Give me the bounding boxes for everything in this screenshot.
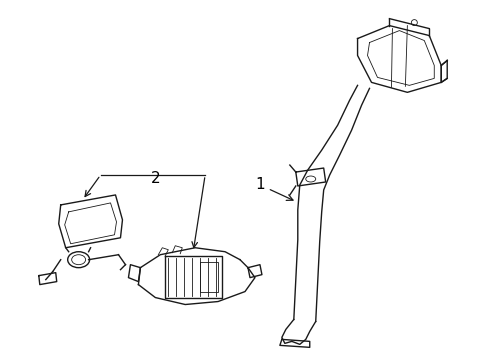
Text: 2: 2: [150, 171, 160, 185]
Text: 1: 1: [255, 177, 292, 201]
